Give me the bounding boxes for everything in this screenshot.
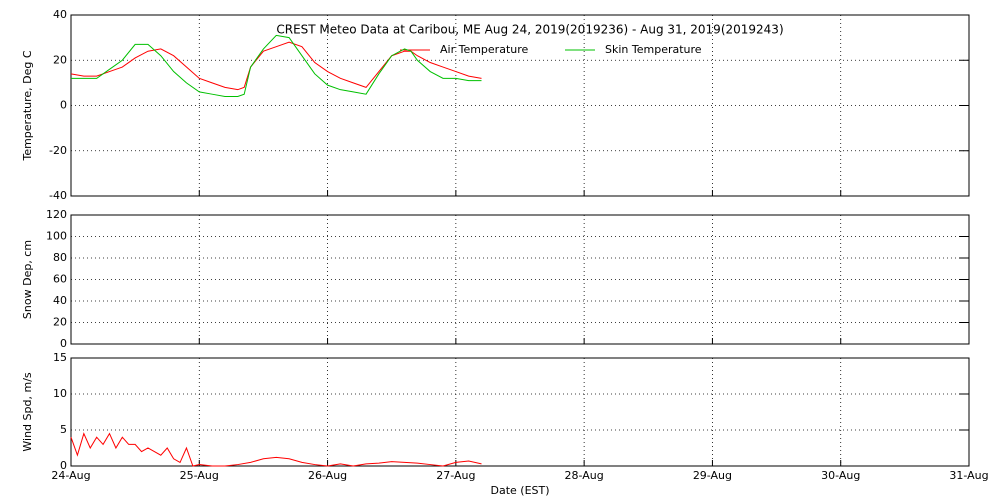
y-tick-label: 120 (46, 208, 67, 221)
y-tick-label: 20 (53, 316, 67, 329)
x-tick-label: 29-Aug (693, 469, 732, 482)
y-tick-label: 40 (53, 294, 67, 307)
x-tick-label: 31-Aug (949, 469, 988, 482)
chart-title: CREST Meteo Data at Caribou, ME Aug 24, … (276, 23, 783, 37)
data-line (70, 432, 482, 467)
y-tick-label: 5 (60, 423, 67, 436)
plot-frame (70, 214, 970, 345)
y-tick-label: 0 (60, 99, 67, 112)
data-line (71, 34, 482, 97)
y-tick-label: -40 (49, 189, 67, 202)
y-tick-label: 100 (46, 230, 67, 243)
y-tick-label: 10 (53, 387, 67, 400)
legend-label: Skin Temperature (605, 43, 702, 56)
plot-frame (70, 14, 970, 197)
x-tick-label: 25-Aug (180, 469, 219, 482)
y-axis-label: Temperature, Deg C (21, 50, 34, 161)
x-tick-label: 26-Aug (308, 469, 347, 482)
legend-label: Air Temperature (440, 43, 529, 56)
y-tick-label: 40 (53, 8, 67, 21)
data-line (70, 41, 482, 91)
y-tick-label: 80 (53, 251, 67, 264)
y-tick-label: 0 (60, 459, 67, 472)
x-axis-label: Date (EST) (490, 484, 549, 497)
x-tick-label: 27-Aug (436, 469, 475, 482)
x-tick-label: 28-Aug (565, 469, 604, 482)
x-tick-label: 24-Aug (51, 469, 90, 482)
y-axis-label: Wind Spd, m/s (21, 372, 34, 452)
y-tick-label: -20 (49, 144, 67, 157)
y-axis-label: Snow Dep, cm (21, 240, 34, 319)
y-tick-label: 60 (53, 273, 67, 286)
y-tick-label: 20 (53, 53, 67, 66)
x-tick-label: 30-Aug (821, 469, 860, 482)
y-tick-label: 0 (60, 337, 67, 350)
y-tick-label: 15 (53, 351, 67, 364)
plot-frame (70, 357, 970, 467)
